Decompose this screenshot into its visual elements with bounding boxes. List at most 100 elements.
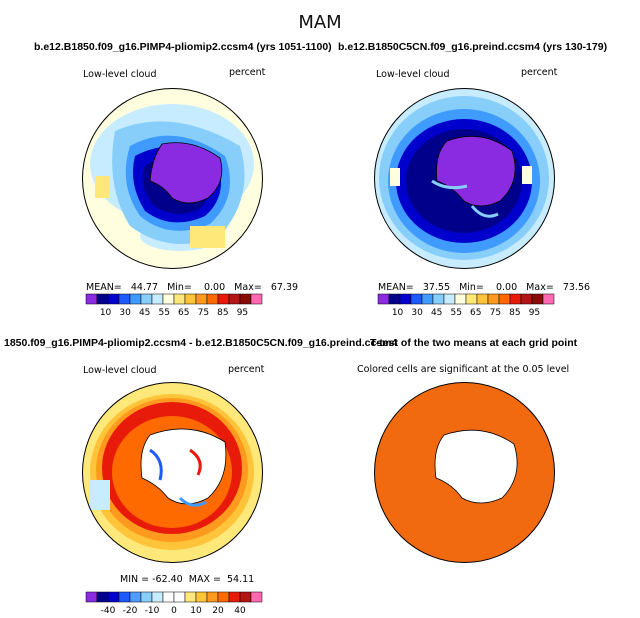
colorbar-swatch	[509, 293, 522, 305]
colorbar-tick-label: 65	[470, 308, 481, 318]
colorbar-swatch	[162, 293, 175, 305]
colorbar-swatch	[432, 293, 445, 305]
colorbar-swatch	[173, 293, 186, 305]
panel4-title: T-test of the two means at each grid poi…	[370, 337, 578, 349]
colorbar-tick-label: 45	[139, 308, 150, 318]
colorbar-swatch	[129, 591, 142, 603]
colorbar-swatch	[465, 293, 478, 305]
colorbar-swatch	[217, 293, 230, 305]
colorbar-tick-label: 95	[237, 308, 248, 318]
colorbar-swatch	[228, 591, 241, 603]
panel2-map-border	[374, 88, 555, 269]
colorbar-swatch	[206, 591, 219, 603]
panel4-map	[374, 382, 555, 563]
colorbar-swatch	[377, 293, 390, 305]
panel4-annotation: Colored cells are significant at the 0.0…	[357, 364, 570, 375]
colorbar-tick-label: 45	[431, 308, 442, 318]
panel3-positive-streak	[189, 448, 202, 476]
panel1-variable-label: Low-level cloud	[83, 69, 157, 80]
panel3-map	[82, 382, 263, 563]
colorbar-tick-label: -10	[145, 606, 160, 616]
colorbar-swatch	[118, 591, 131, 603]
panel1-yellow-patch	[190, 226, 225, 248]
colorbar-tick-label: 0	[171, 606, 177, 616]
panel2-colorbar: 10 30 45 55 65 75 85 95	[377, 293, 555, 318]
colorbar-swatch	[410, 293, 423, 305]
colorbar-swatch	[140, 591, 153, 603]
colorbar-swatch	[173, 591, 186, 603]
panel1-antarctica-low-cloud	[149, 142, 223, 204]
colorbar-swatch	[399, 293, 412, 305]
panel3-variable-label: Low-level cloud	[83, 365, 157, 376]
colorbar-swatch	[498, 293, 511, 305]
colorbar-swatch	[129, 293, 142, 305]
colorbar-tick-label: 75	[490, 308, 501, 318]
panel2-light-patch-west	[390, 168, 400, 186]
colorbar-swatch	[239, 591, 252, 603]
colorbar-swatch	[85, 293, 98, 305]
colorbar-swatch	[96, 591, 109, 603]
panel1-colorbar: 10 30 45 55 65 75 85 95	[85, 293, 263, 318]
colorbar-swatch	[195, 293, 208, 305]
colorbar-swatch	[388, 293, 401, 305]
colorbar-tick-label: 20	[212, 606, 224, 616]
colorbar-swatch	[195, 591, 208, 603]
colorbar-tick-label: -20	[123, 606, 138, 616]
colorbar-tick-label: 85	[509, 308, 520, 318]
colorbar-tick-label: 55	[158, 308, 169, 318]
colorbar-swatch	[239, 293, 252, 305]
panel3-stats: MIN = -62.40 MAX = 54.11	[120, 574, 255, 585]
colorbar-swatch	[151, 293, 164, 305]
colorbar-swatch	[151, 591, 164, 603]
colorbar-tick-label: 85	[217, 308, 228, 318]
colorbar-swatch	[250, 293, 263, 305]
colorbar-tick-label: -40	[101, 606, 116, 616]
panel1-map-border	[82, 88, 263, 269]
panel2-stats: MEAN= 37.55 Min= 0.00 Max= 73.56	[378, 282, 591, 293]
colorbar-swatch	[107, 591, 120, 603]
colorbar-swatch	[487, 293, 500, 305]
colorbar-swatch	[454, 293, 467, 305]
panel2-units-label: percent	[521, 67, 558, 78]
panel3-colorbar: -40 -20 -10 0 10 20 40	[85, 591, 263, 616]
colorbar-tick-label: 10	[392, 308, 404, 318]
panel2-coastal-streak-south	[470, 205, 499, 218]
panel2-light-patch-east	[522, 166, 532, 184]
colorbar-swatch	[520, 293, 533, 305]
colorbar-swatch	[443, 293, 456, 305]
colorbar-swatch	[206, 293, 219, 305]
colorbar-swatch	[184, 293, 197, 305]
panel3-title: 1850.f09_g16.PIMP4-pliomip2.ccsm4 - b.e1…	[4, 337, 398, 349]
panel3-light-patch-west	[90, 480, 110, 510]
panel1-yellow-patch-west	[95, 176, 109, 198]
page-title: MAM	[298, 12, 342, 33]
colorbar-swatch	[217, 591, 230, 603]
panel3-negative-streak-south	[178, 496, 207, 507]
panel2-title: b.e12.B1850C5CN.f09_g16.preind.ccsm4 (yr…	[338, 41, 608, 53]
colorbar-swatch	[118, 293, 131, 305]
colorbar-swatch	[184, 591, 197, 603]
colorbar-tick-label: 30	[119, 308, 131, 318]
colorbar-tick-label: 95	[529, 308, 540, 318]
colorbar-tick-label: 10	[100, 308, 112, 318]
panel4-map-border	[374, 382, 555, 563]
colorbar-swatch	[476, 293, 489, 305]
panel3-units-label: percent	[228, 364, 265, 375]
colorbar-swatch	[140, 293, 153, 305]
panel3-negative-streak	[149, 448, 163, 481]
colorbar-tick-label: 75	[198, 308, 209, 318]
colorbar-swatch	[85, 591, 98, 603]
colorbar-swatch	[107, 293, 120, 305]
colorbar-swatch	[228, 293, 241, 305]
colorbar-swatch	[162, 591, 175, 603]
colorbar-tick-label: 40	[234, 606, 246, 616]
colorbar-tick-label: 30	[411, 308, 423, 318]
panel1-title: b.e12.B1850.f09_g16.PIMP4-pliomip2.ccsm4…	[34, 41, 332, 53]
colorbar-swatch	[542, 293, 555, 305]
colorbar-tick-label: 65	[178, 308, 189, 318]
colorbar-tick-label: 55	[450, 308, 461, 318]
panel3-map-border	[82, 382, 263, 563]
panel1-units-label: percent	[229, 67, 266, 78]
colorbar-swatch	[96, 293, 109, 305]
colorbar-swatch	[250, 591, 263, 603]
